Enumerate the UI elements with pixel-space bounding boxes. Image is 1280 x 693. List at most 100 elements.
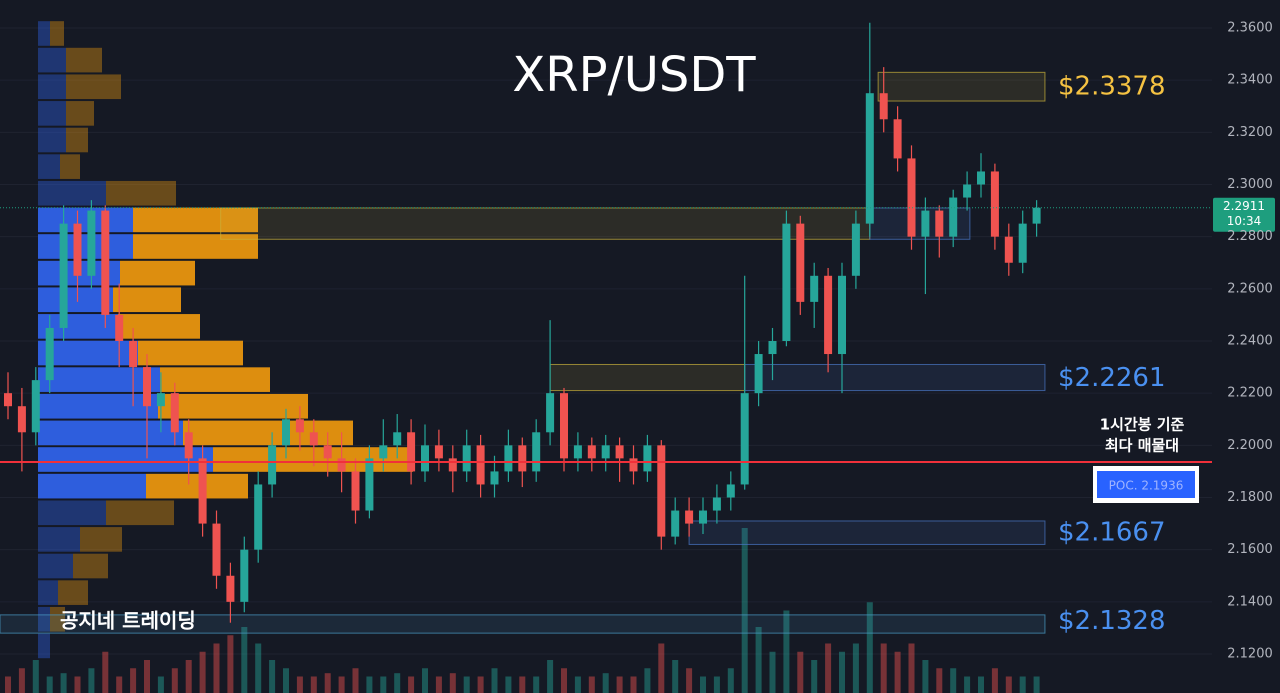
volume-bar [352,668,359,693]
zone-label: $2.3378 [1058,71,1166,101]
candle-body [309,432,318,446]
volume-bar [171,668,178,693]
candle-body [532,432,541,472]
volume-bar [894,651,901,693]
volume-bar [630,676,637,693]
price-tag [1213,197,1275,232]
candle-body [740,393,749,485]
y-tick-label: 2.2400 [1227,334,1273,349]
candle-body [365,458,374,511]
candle-body [323,445,332,459]
zone-label: $2.1667 [1058,518,1166,548]
candle-body [907,158,916,237]
candle-body [504,445,513,472]
candle-body [351,471,360,511]
candle-body [963,184,972,198]
watermark: 공지네 트레이딩 [60,609,196,633]
volume-bar [310,676,317,693]
y-tick-label: 2.1200 [1227,647,1273,662]
zone-label: $2.2261 [1058,363,1166,393]
candle-body [615,445,624,459]
volume-bar [60,673,67,693]
volume-profile [38,21,413,659]
vp-sell [158,393,308,419]
candle-body [712,497,721,511]
vp-buy [38,633,50,659]
volume-bar [811,660,818,693]
volume-bar [644,668,651,693]
vp-sell [160,367,270,392]
vp-sell [58,580,88,605]
candle-body [379,445,388,459]
candle-body [782,223,791,341]
candle-body [254,484,263,550]
volume-bar [769,651,776,693]
candle-body [393,432,402,446]
vp-sell [50,21,64,46]
candle-body [184,432,193,459]
volume-bar [157,676,164,693]
volume [5,528,1040,693]
vp-buy [38,553,73,579]
volume-bar [477,676,484,693]
candle-body [921,210,930,237]
vp-buy [38,47,66,73]
volume-bar [755,627,762,693]
candle-body [810,275,819,302]
candle-body [45,327,54,381]
candle-body [17,406,26,433]
candle-body [546,393,555,433]
candle-body [421,445,429,472]
volume-bar [324,673,331,693]
candle-body [143,367,151,407]
volume-bar [908,643,915,693]
volume-bar [978,676,984,693]
volume-bar [574,676,581,693]
volume-bar [741,528,748,693]
vp-sell [66,127,88,153]
candle-body [1004,236,1013,263]
candle-body [490,471,499,485]
candle-body [115,314,124,341]
volume-bar [255,643,262,693]
volume-bar [380,676,387,693]
volume-bar [46,676,53,693]
candle-body [838,275,846,355]
candle-body [685,510,694,524]
volume-bar [616,676,623,693]
volume-bar [435,676,442,693]
candle-body [601,445,610,459]
vp-sell [66,74,121,100]
zone [877,71,1046,102]
vp-buy [38,447,213,472]
volume-bar [213,643,220,693]
vp-buy [38,420,183,446]
volume-bar [408,676,415,693]
volume-bar [783,610,790,693]
candle-body [865,93,874,224]
volume-bar [422,668,428,693]
volume-bar [686,668,693,693]
candle-body [156,393,165,407]
candle-body [851,223,860,276]
candle-body [657,445,666,537]
volume-bar [18,668,25,693]
candle-body [1032,207,1041,224]
y-tick-label: 2.2800 [1227,229,1273,244]
zone [0,614,1046,634]
vp-sell [50,606,65,632]
volume-bar [241,627,248,693]
y-tick-label: 2.3000 [1227,177,1273,192]
candle-body [671,510,680,537]
candle-body [31,380,40,433]
candle-body [754,354,763,394]
vp-buy [38,580,58,605]
candle-body [476,445,485,485]
candle-body [977,171,985,185]
vp-buy [38,127,66,153]
vp-buy [38,21,50,46]
candle-body [198,458,207,524]
candle-body [1018,223,1027,263]
vp-buy [38,74,66,100]
candle-body [268,445,277,485]
